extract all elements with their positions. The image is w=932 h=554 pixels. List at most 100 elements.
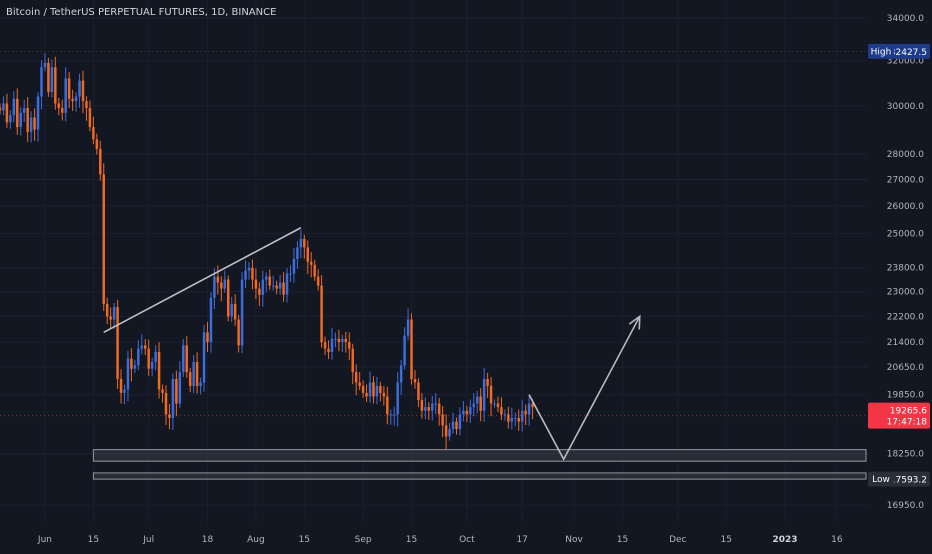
candle[interactable] bbox=[379, 381, 382, 402]
candle[interactable] bbox=[9, 110, 12, 129]
candle[interactable] bbox=[348, 332, 351, 360]
candle[interactable] bbox=[413, 369, 417, 389]
candle[interactable] bbox=[216, 265, 220, 295]
candle[interactable] bbox=[102, 163, 105, 311]
candle[interactable] bbox=[330, 327, 334, 360]
candle[interactable] bbox=[64, 67, 67, 122]
candle[interactable] bbox=[292, 247, 296, 283]
candle[interactable] bbox=[285, 268, 289, 303]
candle[interactable] bbox=[178, 361, 182, 408]
candle[interactable] bbox=[462, 401, 465, 422]
candle[interactable] bbox=[226, 275, 230, 322]
candle[interactable] bbox=[458, 407, 462, 436]
candle[interactable] bbox=[341, 334, 344, 352]
candle[interactable] bbox=[85, 96, 88, 121]
candle[interactable] bbox=[479, 388, 482, 422]
candle[interactable] bbox=[351, 343, 354, 385]
candle[interactable] bbox=[420, 393, 424, 419]
resistance-trendline[interactable] bbox=[103, 227, 302, 334]
candle[interactable] bbox=[365, 384, 368, 403]
candle[interactable] bbox=[230, 296, 233, 323]
candle[interactable] bbox=[233, 294, 237, 326]
candle[interactable] bbox=[78, 73, 81, 108]
candle[interactable] bbox=[119, 369, 123, 404]
candle[interactable] bbox=[105, 297, 109, 325]
candle[interactable] bbox=[143, 339, 147, 355]
candle[interactable] bbox=[500, 397, 503, 420]
candle[interactable] bbox=[327, 340, 330, 359]
candle[interactable] bbox=[358, 372, 361, 391]
candle[interactable] bbox=[67, 72, 71, 108]
candle[interactable] bbox=[417, 378, 420, 408]
candle[interactable] bbox=[375, 376, 379, 405]
candle[interactable] bbox=[368, 371, 372, 403]
support-zone-1[interactable] bbox=[92, 449, 867, 462]
candle[interactable] bbox=[517, 409, 520, 431]
candle[interactable] bbox=[510, 407, 514, 430]
candle[interactable] bbox=[306, 240, 310, 274]
candle[interactable] bbox=[472, 393, 476, 417]
candle[interactable] bbox=[427, 402, 431, 420]
candle[interactable] bbox=[137, 340, 140, 371]
price-axis[interactable]: 34000.0 32000.0 30000.0 28000.0 27000.0 26000… bbox=[868, 0, 932, 550]
candle[interactable] bbox=[133, 359, 137, 373]
candle[interactable] bbox=[154, 345, 157, 371]
candle[interactable] bbox=[88, 100, 92, 132]
candle[interactable] bbox=[57, 97, 61, 116]
candle[interactable] bbox=[192, 355, 195, 393]
candle[interactable] bbox=[354, 364, 358, 396]
candle[interactable] bbox=[140, 334, 144, 355]
candle[interactable] bbox=[206, 321, 209, 352]
candle[interactable] bbox=[147, 339, 150, 376]
candle[interactable] bbox=[92, 116, 95, 145]
candle[interactable] bbox=[451, 412, 455, 434]
candle[interactable] bbox=[268, 269, 271, 290]
candle[interactable] bbox=[410, 313, 413, 385]
candle[interactable] bbox=[455, 417, 458, 435]
candle[interactable] bbox=[299, 229, 303, 259]
candle[interactable] bbox=[157, 342, 161, 399]
candle[interactable] bbox=[399, 359, 403, 396]
candle[interactable] bbox=[361, 380, 365, 398]
candle[interactable] bbox=[244, 260, 247, 289]
drawings-layer[interactable] bbox=[103, 227, 641, 461]
candle[interactable] bbox=[185, 336, 188, 378]
candle[interactable] bbox=[320, 275, 323, 348]
candle[interactable] bbox=[109, 307, 112, 329]
candles-layer[interactable] bbox=[0, 53, 534, 450]
candle[interactable] bbox=[26, 97, 29, 142]
candle[interactable] bbox=[5, 93, 9, 128]
candle[interactable] bbox=[40, 60, 43, 110]
candle[interactable] bbox=[403, 327, 406, 370]
candle[interactable] bbox=[334, 332, 337, 348]
time-axis[interactable]: Jun 15 Jul 18 Aug 15 Sep 15 Oct 17 Nov 15 Dec 15 2023 1… bbox=[0, 528, 932, 550]
candle[interactable] bbox=[527, 394, 531, 426]
candle[interactable] bbox=[54, 56, 57, 110]
candle[interactable] bbox=[74, 92, 78, 112]
candle[interactable] bbox=[275, 280, 278, 295]
candle[interactable] bbox=[254, 268, 258, 300]
candle[interactable] bbox=[237, 314, 240, 353]
candle[interactable] bbox=[247, 262, 251, 280]
candle[interactable] bbox=[424, 397, 427, 420]
candle[interactable] bbox=[29, 111, 33, 143]
candle[interactable] bbox=[437, 397, 441, 426]
candle[interactable] bbox=[313, 259, 316, 281]
support-zone-2[interactable] bbox=[92, 472, 867, 480]
candle[interactable] bbox=[524, 404, 527, 425]
candle[interactable] bbox=[514, 412, 517, 427]
candle[interactable] bbox=[386, 386, 389, 425]
candle[interactable] bbox=[465, 405, 469, 423]
candle[interactable] bbox=[164, 385, 168, 425]
candle[interactable] bbox=[220, 276, 223, 302]
candle[interactable] bbox=[112, 302, 116, 329]
candle[interactable] bbox=[209, 292, 213, 353]
candle[interactable] bbox=[188, 367, 192, 393]
candle[interactable] bbox=[482, 367, 486, 423]
candle[interactable] bbox=[81, 70, 85, 114]
candle[interactable] bbox=[396, 372, 399, 427]
candle[interactable] bbox=[168, 403, 171, 430]
candle[interactable] bbox=[469, 399, 472, 423]
candle[interactable] bbox=[382, 385, 386, 406]
